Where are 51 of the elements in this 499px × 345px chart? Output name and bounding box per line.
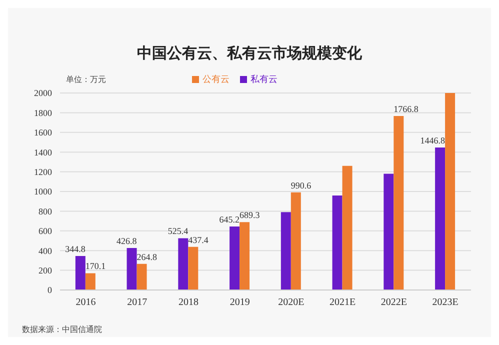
y-tick-label: 1400 — [34, 147, 52, 158]
bar — [75, 256, 86, 290]
data-label: 990.6 — [290, 180, 312, 190]
data-label: 689.3 — [240, 210, 260, 220]
bar — [230, 226, 240, 290]
y-tick-label: 1000 — [34, 186, 52, 197]
bar — [136, 264, 147, 290]
data-label: 437.4 — [188, 234, 209, 245]
y-tick-label: 400 — [38, 246, 52, 256]
bar — [85, 273, 96, 290]
legend-label: 公有云 — [202, 74, 230, 84]
legend-label: 私有云 — [250, 74, 278, 84]
bar — [384, 174, 394, 290]
bar — [240, 222, 250, 290]
data-label: 170.1 — [85, 261, 106, 272]
x-tick-label: 2020E — [278, 297, 304, 308]
x-tick-label: 2016 — [76, 297, 96, 308]
data-label: 264.8 — [136, 252, 158, 262]
data-label: 344.8 — [65, 244, 86, 254]
x-tick-label: 2017 — [127, 297, 148, 308]
data-label: 426.8 — [116, 236, 138, 246]
bar — [445, 93, 456, 290]
bar — [126, 248, 137, 290]
bar — [290, 192, 301, 290]
x-tick-label: 2019 — [230, 297, 250, 308]
y-tick-label: 1600 — [34, 128, 52, 138]
bar — [435, 147, 446, 290]
bar — [342, 166, 352, 290]
data-label: 525.4 — [168, 226, 189, 236]
y-tick-label: 800 — [38, 206, 52, 216]
bar — [332, 195, 342, 290]
data-label: 1446.8 — [420, 135, 446, 146]
bar — [178, 238, 188, 290]
bar — [394, 116, 404, 290]
text: 单位：万元 — [66, 74, 106, 85]
x-tick-label: 2022E — [380, 297, 407, 308]
chart-title: 中国公有云、私有云市场规模变化 — [136, 44, 363, 63]
y-tick-label: 2000 — [34, 88, 52, 98]
x-tick-label: 2023E — [432, 297, 458, 308]
y-tick-label: 1800 — [34, 108, 52, 118]
y-tick-label: 600 — [38, 226, 52, 236]
data-label: 645.2 — [219, 214, 240, 224]
bar — [188, 246, 198, 290]
x-tick-label: 2018 — [178, 297, 198, 308]
source-note: 数据来源：中国信通院 — [22, 324, 102, 335]
bar — [280, 212, 291, 290]
y-tick-label: 0 — [48, 285, 52, 296]
y-tick-label: 1200 — [34, 166, 52, 177]
y-tick-label: 200 — [38, 265, 52, 276]
x-tick-label: 2021E — [330, 297, 356, 308]
data-label: 1766.8 — [394, 104, 419, 114]
